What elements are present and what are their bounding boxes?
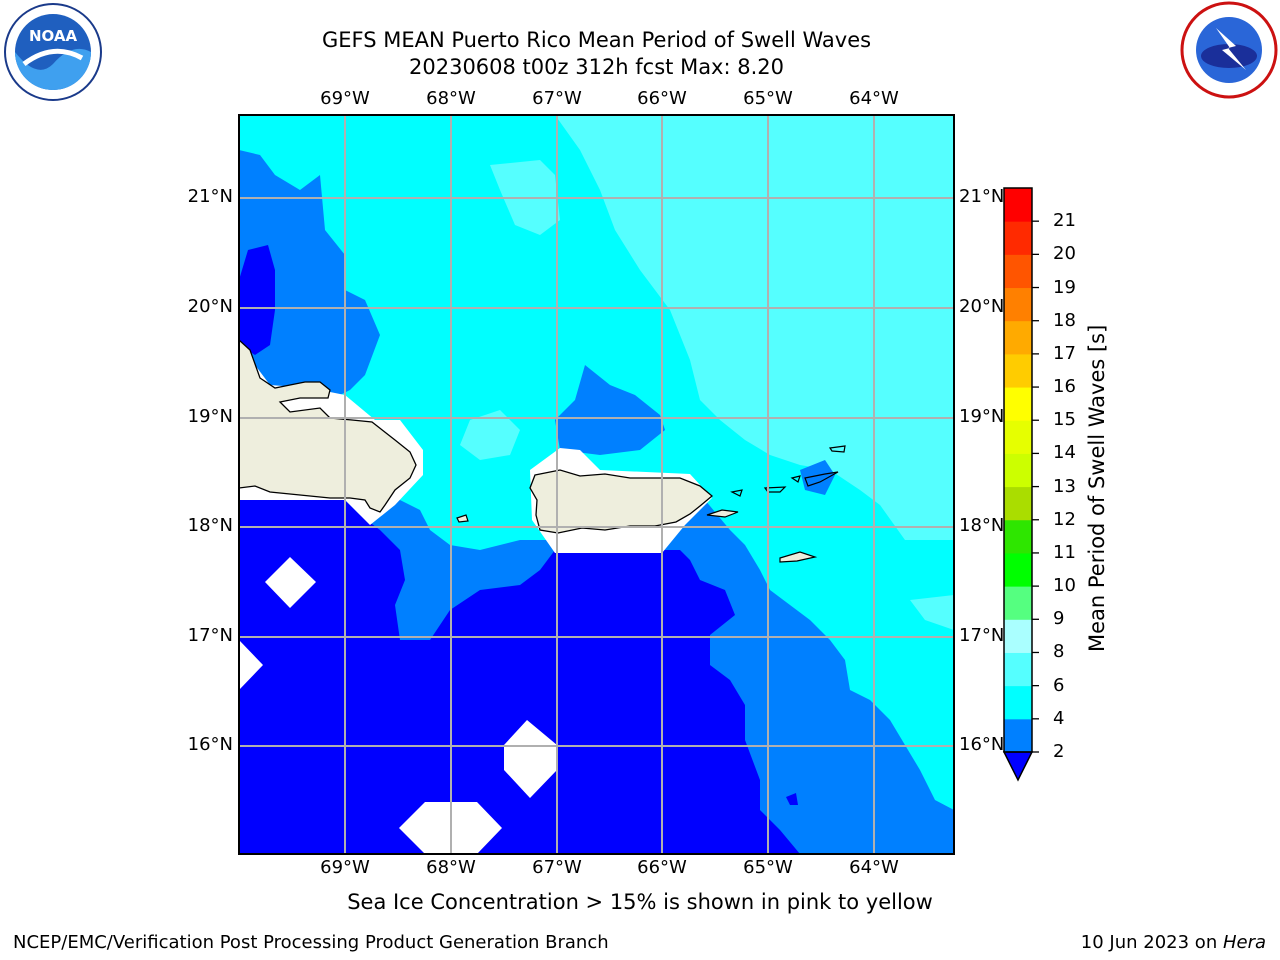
colorbar-bin	[1004, 685, 1032, 720]
colorbar-tick-label: 6	[1053, 674, 1065, 696]
colorbar-bin	[1004, 188, 1032, 222]
colorbar-bin	[1004, 718, 1032, 753]
caption: Sea Ice Concentration > 15% is shown in …	[0, 890, 1280, 914]
lat-label-right: 18°N	[959, 515, 1005, 536]
colorbar-bin	[1004, 586, 1032, 620]
masked-cell	[504, 720, 557, 798]
colorbar-tick-label: 8	[1053, 641, 1065, 663]
footer-date: 10 Jun 2023 on Hera	[1081, 932, 1266, 953]
svg-text:NOAA: NOAA	[29, 27, 78, 45]
lon-label-bottom: 64°W	[849, 857, 899, 878]
caption-text: Sea Ice Concentration > 15% is shown in …	[347, 890, 933, 914]
map-gridlines	[239, 115, 954, 854]
colorbar-bin	[1004, 519, 1032, 554]
colorbar-tick-label: 13	[1053, 475, 1076, 497]
colorbar-frame	[1003, 187, 1033, 753]
lon-label-bottom: 66°W	[637, 857, 687, 878]
lon-label-bottom: 69°W	[320, 857, 370, 878]
colorbar-label: Mean Period of Swell Waves [s]	[1085, 324, 1109, 652]
lat-label-left: 17°N	[187, 625, 233, 646]
colorbar-tick-label: 9	[1053, 608, 1065, 630]
colorbar-tick-label: 12	[1053, 508, 1076, 530]
colorbar-tick-label: 11	[1053, 541, 1076, 563]
colorbar-tick-label: 14	[1053, 442, 1076, 464]
swell-contour-6-8-patch	[460, 410, 520, 460]
lat-label-left: 20°N	[187, 296, 233, 317]
tortola-island	[804, 471, 839, 487]
swell-contour-2-4	[555, 365, 665, 455]
lon-label-top: 67°W	[532, 88, 582, 109]
noaa-logo: NOAA	[4, 3, 102, 101]
swell-contour-lt2	[239, 245, 275, 355]
vieques-island	[706, 509, 739, 518]
lon-label-bottom: 67°W	[532, 857, 582, 878]
anegada-island	[828, 445, 846, 453]
colorbar-bin	[1004, 420, 1032, 454]
st-john-island	[790, 475, 801, 483]
swell-contour-lt2	[786, 793, 798, 805]
swell-contour-6-8	[555, 115, 954, 540]
footer-date-text: 10 Jun 2023 on	[1080, 932, 1223, 953]
colorbar-bin	[1004, 552, 1032, 587]
footer-machine: Hera	[1222, 932, 1266, 953]
lon-label-top: 64°W	[849, 88, 899, 109]
colorbar-bin	[1004, 221, 1032, 255]
hispaniola-land	[239, 339, 417, 513]
colorbar-tick-label: 16	[1053, 376, 1076, 398]
colorbar	[1002, 187, 1039, 782]
lat-label-left: 21°N	[187, 186, 233, 207]
culebra-island	[730, 489, 743, 497]
lat-label-right: 21°N	[959, 186, 1005, 207]
colorbar-bin	[1004, 619, 1032, 653]
mona-island	[456, 514, 469, 523]
lon-label-bottom: 65°W	[743, 857, 793, 878]
colorbar-bin	[1004, 486, 1032, 521]
lat-label-right: 17°N	[959, 625, 1005, 646]
lon-label-bottom: 68°W	[426, 857, 476, 878]
footer-branch: NCEP/EMC/Verification Post Processing Pr…	[13, 932, 609, 953]
lon-label-top: 65°W	[743, 88, 793, 109]
lon-label-top: 66°W	[637, 88, 687, 109]
colorbar-bin	[1004, 254, 1032, 289]
colorbar-tick-label: 17	[1053, 342, 1076, 364]
lon-label-top: 68°W	[426, 88, 476, 109]
st-croix-island	[779, 551, 818, 563]
map-frame	[238, 114, 955, 855]
lat-label-right: 20°N	[959, 296, 1005, 317]
lon-label-top: 69°W	[320, 88, 370, 109]
lat-label-left: 16°N	[187, 734, 233, 755]
chart-subtitle: 20230608 t00z 312h fcst Max: 8.20	[409, 55, 784, 79]
puerto-rico-land	[529, 469, 714, 534]
masked-cell	[265, 557, 316, 608]
colorbar-bin	[1004, 353, 1032, 388]
lat-label-right: 16°N	[959, 734, 1005, 755]
colorbar-under-triangle	[1002, 751, 1034, 782]
swell-contour-6-8-patch	[910, 595, 954, 630]
colorbar-bin	[1004, 287, 1032, 322]
colorbar-tick-label: 2	[1053, 741, 1065, 762]
nws-logo	[1180, 1, 1278, 99]
colorbar-bin	[1004, 387, 1032, 421]
colorbar-tick-label: 18	[1053, 309, 1076, 331]
colorbar-tick-label: 10	[1053, 575, 1076, 597]
lat-label-right: 19°N	[959, 406, 1005, 427]
colorbar-bin	[1004, 453, 1032, 488]
colorbar-tick-label: 19	[1053, 276, 1076, 298]
colorbar-bin	[1004, 652, 1032, 687]
swell-contour-lt2	[239, 500, 800, 854]
lat-label-left: 18°N	[187, 515, 233, 536]
colorbar-tick-label: 20	[1053, 243, 1076, 265]
masked-cell	[239, 640, 263, 690]
chart-title: GEFS MEAN Puerto Rico Mean Period of Swe…	[321, 28, 872, 52]
colorbar-tick-label: 21	[1053, 210, 1076, 232]
colorbar-tick-label: 15	[1053, 409, 1076, 431]
colorbar-tick-label: 4	[1053, 707, 1065, 729]
colorbar-bin	[1004, 320, 1032, 355]
lat-label-left: 19°N	[187, 406, 233, 427]
